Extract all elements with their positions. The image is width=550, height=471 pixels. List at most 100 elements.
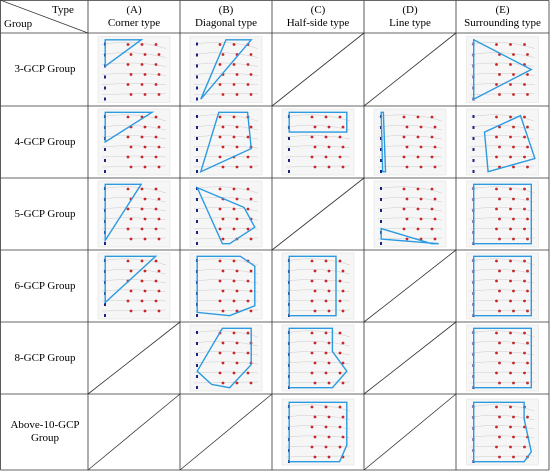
trajectory: [193, 135, 259, 140]
marker: [338, 405, 342, 409]
marker: [509, 43, 512, 46]
row-label: 8-GCP Group: [14, 351, 76, 364]
gcp-point: [472, 115, 475, 118]
trajectory: [470, 62, 535, 67]
gcp-point: [196, 353, 198, 356]
marker: [512, 309, 515, 313]
marker: [249, 53, 253, 56]
thumbnail-bg: [281, 324, 355, 392]
marker: [495, 187, 498, 191]
trajectory: [285, 455, 351, 458]
empty-cell-slash: [179, 393, 273, 471]
gcp-thumbnail: [466, 180, 539, 248]
marker: [338, 279, 342, 283]
marker: [430, 207, 434, 211]
gcp-layout: [473, 255, 532, 317]
marker: [218, 279, 222, 283]
gcp-point: [196, 148, 198, 151]
marker: [327, 125, 331, 129]
trajectory: [193, 330, 259, 338]
marker: [232, 63, 236, 66]
marker: [419, 145, 423, 149]
marker: [324, 331, 328, 335]
marker: [512, 73, 515, 76]
marker: [246, 135, 250, 139]
trajectory: [193, 309, 259, 312]
trajectory: [101, 155, 167, 158]
empty-cell-slash: [363, 321, 457, 395]
marker: [402, 227, 406, 231]
marker: [433, 145, 437, 149]
trajectory: [285, 381, 351, 384]
marker: [495, 351, 498, 355]
marker: [327, 165, 331, 169]
marker: [495, 279, 498, 283]
marker: [310, 115, 314, 119]
marker: [126, 115, 130, 119]
trajectory: [285, 425, 351, 430]
trajectory: [377, 155, 443, 158]
marker: [246, 351, 250, 355]
gcp-thumbnail: [97, 252, 171, 320]
marker: [498, 381, 501, 385]
trajectory: [101, 42, 167, 49]
marker: [324, 405, 328, 409]
thumbnail-bg: [373, 108, 447, 176]
trajectory: [470, 186, 535, 194]
marker: [126, 155, 130, 159]
gcp-thumbnail: [466, 398, 539, 466]
gcp-thumbnail: [189, 180, 263, 248]
marker: [526, 341, 529, 345]
gcp-layout: [288, 255, 337, 317]
marker: [140, 63, 144, 66]
marker: [143, 217, 147, 221]
gcp-point: [380, 220, 382, 223]
trajectory: [193, 371, 259, 374]
marker: [232, 187, 236, 191]
marker: [310, 425, 314, 429]
trajectory: [193, 268, 259, 275]
marker: [249, 93, 253, 96]
marker: [495, 227, 498, 231]
marker: [416, 135, 420, 139]
gcp-point: [104, 86, 106, 90]
marker: [341, 361, 345, 365]
trajectory: [193, 62, 259, 67]
marker: [313, 289, 317, 293]
gcp-point: [196, 375, 198, 378]
trajectory: [193, 381, 259, 384]
empty-cell-slash: [363, 32, 457, 107]
gcp-thumbnail: [189, 108, 263, 176]
marker: [310, 351, 314, 355]
marker: [495, 259, 498, 263]
gcp-point: [104, 75, 106, 79]
marker: [512, 289, 515, 293]
column-letter: (D): [402, 4, 418, 16]
column-name: Surrounding type: [464, 17, 541, 29]
marker: [327, 269, 331, 273]
thumbnail-bg: [466, 324, 539, 392]
gcp-point: [196, 342, 198, 345]
column-letter: (B): [218, 4, 234, 16]
marker: [341, 269, 345, 273]
marker: [416, 155, 420, 159]
trajectory: [285, 404, 351, 412]
marker: [154, 187, 158, 191]
marker: [154, 135, 158, 139]
trajectory: [285, 351, 351, 356]
trajectory: [470, 351, 535, 356]
marker: [143, 125, 147, 129]
marker: [498, 309, 501, 313]
marker: [157, 145, 161, 149]
trajectory: [470, 445, 535, 448]
trajectory: [470, 83, 535, 85]
marker: [498, 93, 501, 96]
marker: [416, 227, 420, 231]
trajectory: [193, 165, 259, 168]
type-label: Type: [52, 4, 74, 16]
thumbnail-bg: [189, 324, 263, 392]
trajectory: [193, 42, 259, 49]
gcp-point: [104, 314, 106, 317]
marker: [221, 53, 225, 56]
gcp-point: [104, 170, 106, 173]
